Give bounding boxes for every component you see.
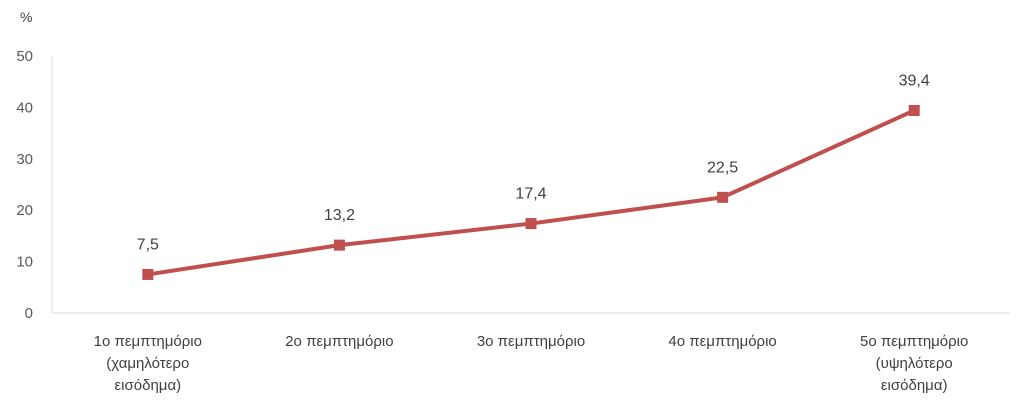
data-label: 22,5 [707,159,738,176]
data-label: 13,2 [324,207,355,224]
y-tick-label: 0 [25,305,33,322]
y-tick-label: 30 [16,151,33,168]
series-markers [142,104,920,280]
y-tick-label: 20 [16,202,33,219]
data-point-marker [908,104,920,116]
data-point-marker [717,191,729,203]
x-axis-categories: 1ο πεμπτημόριο (χαμηλότερο εισόδημα) 2ο πεμ… [94,333,969,394]
data-label: 7,5 [137,236,159,253]
y-axis-ticks: 0 10 20 30 40 50 [16,48,33,322]
y-tick-label: 40 [16,99,33,116]
y-axis-unit-label: % [20,9,32,25]
x-category-label: 1ο πεμπτημόριο (χαμηλότερο εισόδημα) [94,333,202,394]
y-tick-label: 50 [16,48,33,65]
data-point-marker [333,239,345,251]
data-label: 17,4 [515,186,546,203]
data-point-marker [525,218,537,230]
y-tick-label: 10 [16,254,33,271]
x-category-label: 4ο πεμπτημόριο [668,333,776,350]
x-category-label: 3ο πεμπτημόριο [477,333,585,350]
data-labels: 7,5 13,2 17,4 22,5 39,4 [137,72,930,253]
data-point-marker [142,268,154,280]
data-label: 39,4 [899,72,930,89]
x-category-label: 2ο πεμπτημόριο [285,333,393,350]
x-category-label: 5ο πεμπτημόριο (υψηλότερο εισόδημα) [860,333,968,394]
